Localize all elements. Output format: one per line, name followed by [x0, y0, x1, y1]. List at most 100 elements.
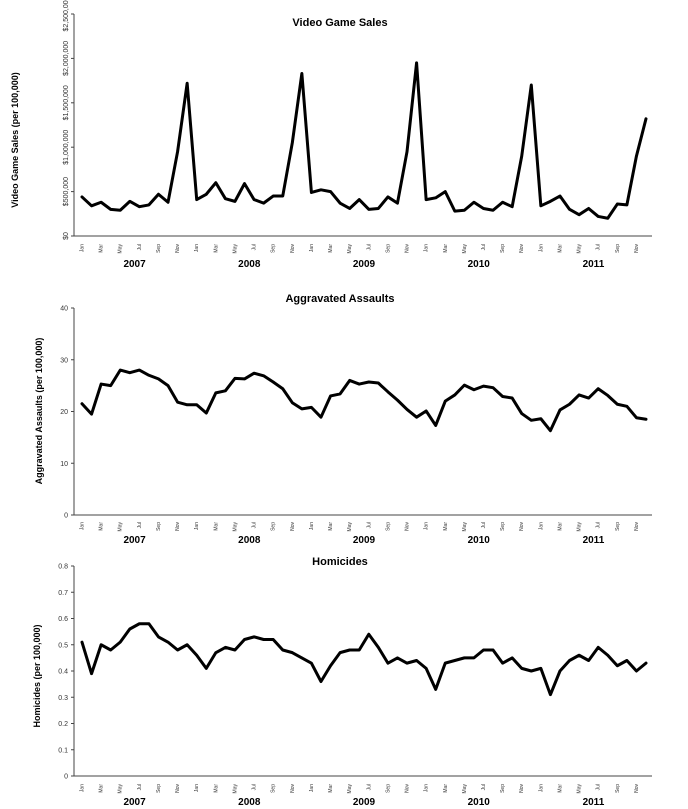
- x-tick-label: May: [347, 244, 353, 254]
- data-point: [587, 659, 590, 662]
- x-tick-label: Jul: [252, 244, 258, 250]
- data-point: [644, 661, 648, 665]
- x-tick-label: Nov: [634, 522, 640, 531]
- data-point: [214, 391, 218, 395]
- y-axis-label: Video Game Sales (per 100,000): [10, 72, 20, 207]
- data-point: [138, 205, 141, 208]
- data-point: [424, 198, 428, 201]
- data-point: [491, 209, 495, 212]
- data-point: [310, 406, 313, 409]
- x-tick-label: Nov: [290, 784, 296, 793]
- x-tick-label: Mar: [99, 784, 105, 793]
- x-tick-label: Jul: [596, 244, 602, 250]
- data-point: [396, 656, 399, 660]
- x-tick-label: Sep: [385, 522, 391, 531]
- data-point: [224, 197, 227, 200]
- data-point: [329, 394, 332, 398]
- x-tick-label: Nov: [290, 244, 296, 253]
- data-point: [109, 208, 112, 211]
- x-tick-label: May: [118, 244, 124, 254]
- data-point: [252, 635, 256, 639]
- data-point: [434, 688, 437, 691]
- data-point: [262, 374, 265, 377]
- data-point: [338, 392, 342, 396]
- x-tick-label: May: [462, 522, 468, 532]
- x-tick-label: Jul: [481, 244, 487, 250]
- data-point: [539, 204, 543, 208]
- data-point: [185, 82, 189, 85]
- data-point: [233, 200, 237, 203]
- data-point: [80, 402, 84, 405]
- data-point: [558, 408, 562, 412]
- data-point: [138, 622, 141, 625]
- data-point: [549, 693, 552, 696]
- data-point: [224, 646, 227, 649]
- y-tick-label: 0.7: [58, 590, 68, 597]
- data-point: [520, 667, 523, 670]
- data-point: [539, 417, 543, 420]
- x-tick-label: May: [232, 244, 238, 254]
- data-point: [491, 386, 495, 389]
- data-point: [415, 61, 418, 65]
- x-tick-label: May: [232, 522, 238, 532]
- y-tick-label: $0: [63, 232, 70, 240]
- data-point: [587, 207, 590, 210]
- x-tick-label: Sep: [385, 244, 391, 253]
- x-tick-label: Jan: [538, 244, 544, 252]
- data-point: [520, 154, 523, 158]
- data-point: [157, 193, 160, 196]
- data-point: [444, 399, 447, 403]
- data-point: [348, 379, 351, 382]
- x-tick-label: Sep: [271, 522, 277, 531]
- y-tick-label: 0.5: [58, 642, 68, 649]
- x-tick-label: Mar: [99, 522, 105, 531]
- data-point: [358, 198, 361, 201]
- data-point: [530, 419, 533, 422]
- x-tick-label: Jan: [80, 784, 86, 792]
- x-tick-label: Jul: [366, 522, 372, 528]
- x-tick-label: May: [347, 522, 353, 532]
- x-tick-label: Mar: [328, 784, 334, 793]
- data-point: [491, 648, 495, 652]
- data-point: [625, 203, 629, 207]
- data-point: [176, 150, 179, 153]
- x-tick-label: Jan: [80, 244, 86, 252]
- x-tick-label: May: [577, 784, 583, 794]
- x-tick-label: Nov: [634, 784, 640, 793]
- chart-title: Homicides: [312, 556, 368, 568]
- data-point: [606, 217, 609, 220]
- data-point: [109, 384, 112, 387]
- data-point: [90, 672, 93, 675]
- x-tick-label: Mar: [557, 244, 563, 253]
- data-point: [348, 648, 351, 652]
- data-point: [587, 396, 590, 400]
- data-point: [530, 83, 533, 87]
- data-point: [549, 429, 552, 432]
- data-point: [520, 412, 523, 415]
- data-point: [482, 207, 485, 210]
- data-point: [644, 418, 648, 421]
- x-tick-label: Jan: [194, 522, 200, 530]
- x-tick-label: May: [462, 784, 468, 794]
- data-point: [147, 374, 151, 377]
- x-tick-label: Jul: [366, 244, 372, 250]
- data-point: [128, 200, 131, 203]
- data-point: [482, 648, 485, 652]
- data-point: [510, 656, 514, 660]
- x-tick-label: Sep: [156, 244, 162, 253]
- data-point: [577, 654, 581, 657]
- data-point: [157, 635, 160, 639]
- data-point: [205, 411, 208, 415]
- data-point: [367, 633, 370, 636]
- x-tick-label: Sep: [385, 784, 391, 793]
- x-tick-label: Mar: [443, 244, 449, 253]
- data-point: [386, 390, 390, 394]
- data-point: [185, 403, 189, 406]
- data-point: [262, 201, 265, 205]
- y-tick-label: 0.3: [58, 695, 68, 702]
- year-label: 2007: [123, 797, 146, 808]
- x-tick-label: Sep: [500, 784, 506, 793]
- data-point: [262, 638, 265, 641]
- year-label: 2011: [583, 259, 605, 270]
- x-tick-label: Sep: [615, 784, 621, 793]
